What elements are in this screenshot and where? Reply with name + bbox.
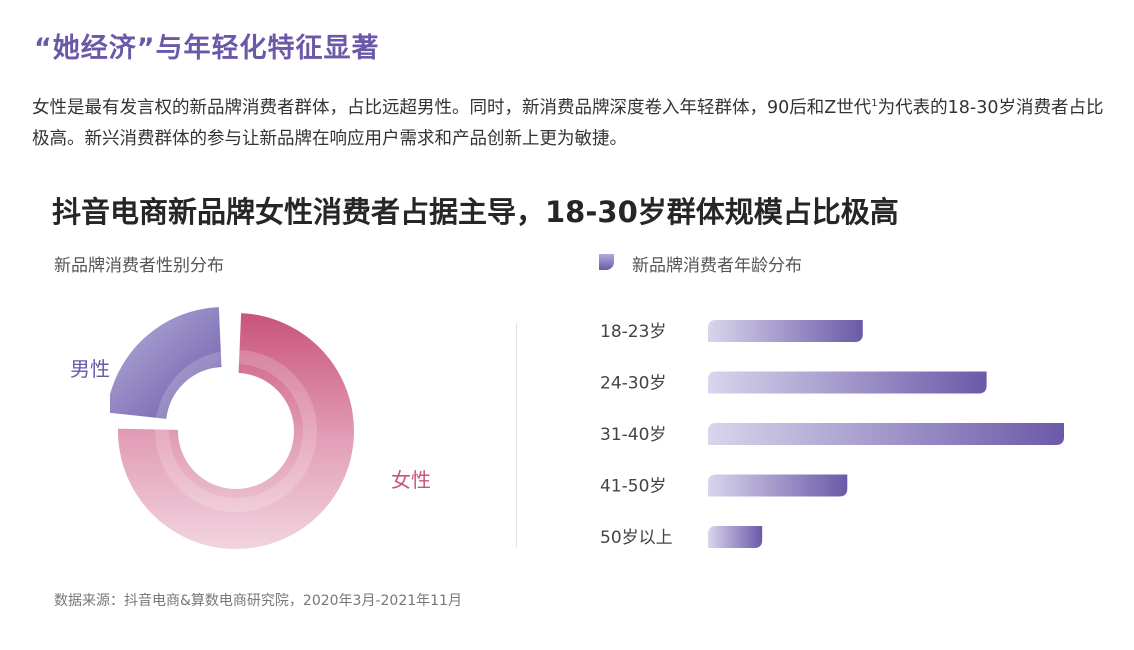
age-chart-title: 新品牌消费者年龄分布 (632, 256, 802, 276)
age-bar-chart: 18-23岁 24-30岁 31-40岁 41-50岁 50岁以上 (600, 320, 1064, 548)
footnote-marker: 1 (871, 98, 878, 109)
section-title: “她经济”与年轻化特征显著 (34, 33, 380, 64)
gender-donut-chart (110, 307, 354, 549)
male-label: 男性 (70, 357, 110, 381)
female-label: 女性 (391, 468, 431, 492)
age-bar (708, 526, 763, 548)
age-category-label: 41-50岁 (600, 477, 666, 497)
chart-divider (516, 323, 517, 548)
donut-segment-male (110, 307, 222, 419)
intro-text-part2: 为代表的18-30岁消费者占比极高。新兴消费群体的参与让新品牌在响应用户需求和产… (32, 98, 1104, 149)
donut-segment-female (118, 313, 354, 549)
age-category-label: 50岁以上 (600, 528, 673, 548)
age-bar (708, 320, 863, 342)
intro-text-part1: 女性是最有发言权的新品牌消费者群体，占比远超男性。同时，新消费品牌深度卷入年轻群… (32, 98, 872, 118)
donut-inner-ring (155, 350, 317, 512)
age-category-label: 18-23岁 (600, 322, 666, 342)
data-source: 数据来源：抖音电商&算数电商研究院，2020年3月-2021年11月 (54, 593, 462, 609)
age-bar (708, 371, 987, 394)
intro-paragraph: 女性是最有发言权的新品牌消费者群体，占比远超男性。同时，新消费品牌深度卷入年轻群… (32, 88, 1107, 155)
age-bar (708, 423, 1064, 445)
age-category-label: 24-30岁 (600, 374, 666, 394)
gender-chart-title: 新品牌消费者性别分布 (54, 256, 224, 276)
age-legend-icon (599, 254, 614, 270)
age-category-label: 31-40岁 (600, 425, 666, 445)
age-bar (708, 474, 848, 497)
chart-title: 抖音电商新品牌女性消费者占据主导，18-30岁群体规模占比极高 (52, 195, 899, 229)
